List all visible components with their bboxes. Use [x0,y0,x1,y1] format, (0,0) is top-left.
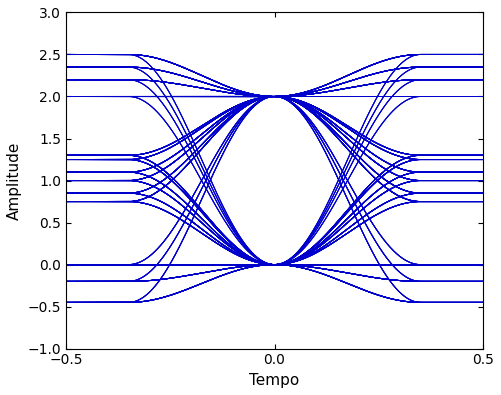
Y-axis label: Amplitude: Amplitude [7,141,22,220]
X-axis label: Tempo: Tempo [249,373,300,388]
